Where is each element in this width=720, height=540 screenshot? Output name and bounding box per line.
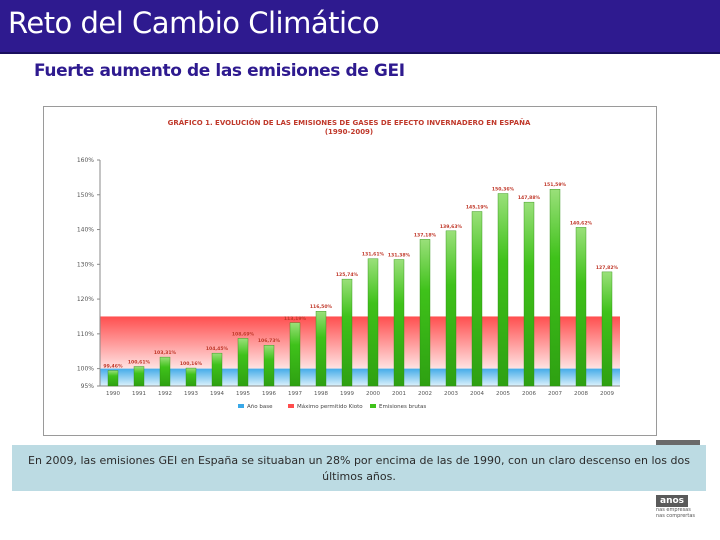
y-tick-label: 95%	[81, 383, 95, 390]
legend-swatch	[238, 404, 244, 408]
base-year-band	[100, 368, 620, 386]
logo-tab	[656, 440, 700, 446]
y-tick-label: 120%	[77, 296, 94, 303]
bar-1995	[237, 338, 249, 387]
x-tick-label: 2009	[600, 391, 614, 397]
bar-1994	[211, 352, 223, 387]
x-tick-label: 2002	[418, 391, 432, 397]
caption-box: En 2009, las emisiones GEI en España se …	[12, 445, 706, 491]
x-tick-label: 1995	[236, 391, 250, 397]
bar-2001	[393, 259, 405, 387]
x-tick-label: 1996	[262, 391, 276, 397]
bar-1992	[159, 356, 171, 387]
bar-2002	[419, 239, 431, 387]
bar-2009	[601, 271, 613, 387]
logo-line2: nas comprertas	[656, 513, 695, 519]
x-tick-label: 2006	[522, 391, 536, 397]
chart-title-line2: (1990-2009)	[324, 128, 374, 136]
bar-2007	[549, 189, 561, 387]
data-label-1993: 100,16%	[180, 361, 203, 367]
data-label-2007: 151,59%	[544, 182, 567, 188]
emissions-chart: 95% 100% 110% 120% 130% 140% 150% 160% 99,46% 19…	[77, 157, 620, 410]
caption-text: En 2009, las emisiones GEI en España se …	[28, 454, 690, 483]
logo-word: anos	[656, 495, 689, 507]
data-label-1998: 116,50%	[310, 304, 333, 310]
data-label-1992: 103,31%	[154, 350, 177, 356]
bar-1993	[185, 367, 197, 387]
x-tick-label: 1991	[132, 391, 146, 397]
data-label-2005: 150,36%	[492, 187, 515, 193]
data-label-2008: 140,62%	[570, 220, 593, 226]
bar-2005	[497, 193, 509, 387]
bar-2006	[523, 201, 535, 387]
bar-1996	[263, 345, 275, 387]
data-label-1994: 104,45%	[206, 346, 229, 352]
x-tick-label: 2005	[496, 391, 510, 397]
bar-2008	[575, 227, 587, 387]
bar-1998	[315, 311, 327, 387]
slide-title: Reto del Cambio Climático	[8, 6, 380, 40]
data-label-2006: 147,88%	[518, 195, 541, 201]
x-tick-label: 2007	[548, 391, 562, 397]
legend-label: Emisiones brutas	[379, 404, 426, 410]
x-tick-label: 2001	[392, 391, 406, 397]
y-tick-label: 160%	[77, 157, 94, 164]
y-tick-label: 100%	[77, 366, 94, 373]
data-label-1991: 100,61%	[128, 359, 151, 365]
data-label-2004: 145,19%	[466, 204, 489, 210]
legend-swatch	[370, 404, 376, 408]
x-tick-label: 1994	[210, 391, 224, 397]
x-tick-label: 1990	[106, 391, 120, 397]
slide-subtitle: Fuerte aumento de las emisiones de GEI	[34, 61, 405, 81]
publisher-logo: anos nas empresas nas comprertas	[656, 488, 700, 524]
data-label-1997: 113,19%	[284, 316, 307, 322]
data-label-1999: 125,74%	[336, 272, 359, 278]
title-bar: Reto del Cambio Climático	[0, 0, 720, 54]
y-tick-label: 110%	[77, 331, 94, 338]
kyoto-band	[100, 316, 620, 369]
x-tick-label: 1998	[314, 391, 328, 397]
x-tick-label: 1993	[184, 391, 198, 397]
data-label-2009: 127,82%	[596, 265, 619, 271]
chart-title-line1: GRÁFICO 1. EVOLUCIÓN DE LAS EMISIONES DE…	[167, 119, 531, 127]
bar-1990	[107, 370, 119, 387]
bar-1997	[289, 322, 301, 387]
bar-2003	[445, 230, 457, 387]
y-tick-label: 130%	[77, 261, 94, 268]
legend-label: Año base	[247, 404, 273, 410]
x-tick-label: 1999	[340, 391, 354, 397]
y-tick-label: 150%	[77, 192, 94, 199]
legend-swatch	[288, 404, 294, 408]
y-tick-label: 140%	[77, 227, 94, 234]
x-tick-label: 2004	[470, 391, 484, 397]
x-tick-label: 2008	[574, 391, 588, 397]
x-tick-label: 1992	[158, 391, 172, 397]
x-tick-label: 1997	[288, 391, 302, 397]
bar-2000	[367, 258, 379, 387]
data-label-2001: 131,38%	[388, 253, 411, 259]
data-label-1996: 106,73%	[258, 338, 281, 344]
data-label-1995: 108,69%	[232, 331, 255, 337]
bar-2004	[471, 211, 483, 387]
logo-line1: nas empresas	[656, 507, 691, 513]
bar-1991	[133, 366, 145, 387]
chart-image: GRÁFICO 1. EVOLUCIÓN DE LAS EMISIONES DE…	[48, 110, 650, 420]
data-label-2003: 139,63%	[440, 224, 463, 230]
data-label-1990: 99,46%	[103, 363, 123, 369]
data-label-2000: 131,61%	[362, 252, 385, 258]
legend-label: Máximo permitido Kioto	[297, 403, 363, 410]
bar-1999	[341, 278, 353, 387]
x-tick-label: 2003	[444, 391, 458, 397]
data-label-2002: 137,18%	[414, 232, 437, 238]
x-tick-label: 2000	[366, 391, 380, 397]
